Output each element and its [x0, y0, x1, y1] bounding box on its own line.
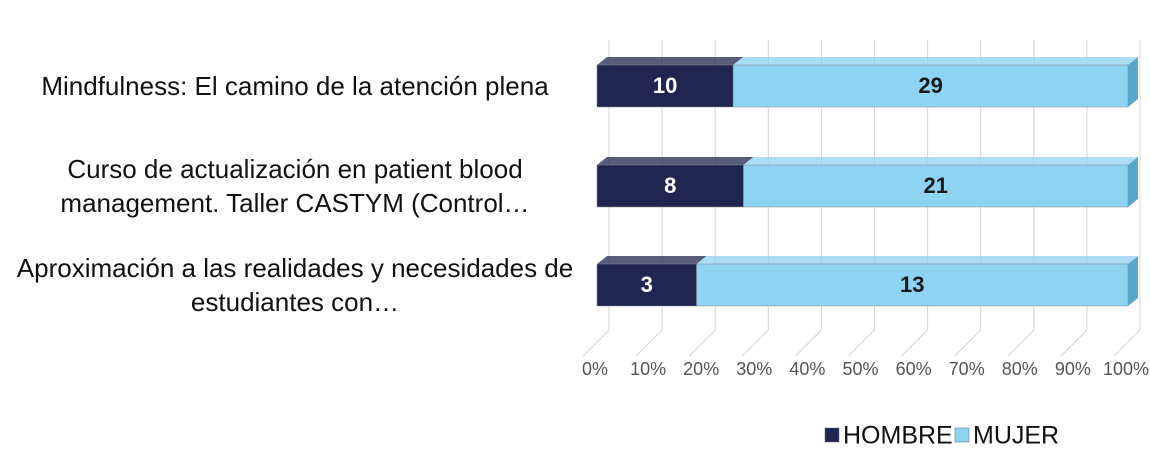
- bar-top: [597, 157, 754, 165]
- bar: [743, 164, 1129, 208]
- bar-side: [1128, 57, 1138, 107]
- data-label: 29: [918, 73, 942, 98]
- grid-line: [901, 40, 929, 357]
- x-tick-label: 0%: [582, 359, 608, 379]
- x-tick-label: 80%: [1002, 359, 1038, 379]
- data-label: 8: [664, 173, 676, 198]
- grid-line: [848, 40, 875, 357]
- bar-top: [597, 256, 707, 264]
- data-label: 21: [923, 173, 947, 198]
- category-label: Curso de actualización en patient blood …: [60, 154, 530, 218]
- data-label: 3: [641, 272, 653, 297]
- bar-top: [743, 157, 1138, 165]
- bar: [596, 263, 697, 307]
- grid-line: [741, 40, 769, 357]
- bar-side: [1128, 256, 1138, 306]
- legend-swatch: [824, 427, 840, 443]
- x-tick-label: 30%: [736, 359, 772, 379]
- bar: [696, 263, 1129, 307]
- x-tick-label: 50%: [842, 359, 878, 379]
- grid-line: [582, 40, 610, 357]
- grid-line: [688, 40, 716, 357]
- data-label: 13: [900, 272, 924, 297]
- legend-swatch: [954, 427, 970, 443]
- data-label: 10: [653, 73, 677, 98]
- x-tick-label: 60%: [896, 359, 932, 379]
- bar-top: [733, 57, 1138, 65]
- grid-line: [635, 40, 663, 357]
- legend-label: MUJER: [973, 422, 1059, 450]
- bar: [596, 64, 734, 108]
- bar-top: [696, 256, 1138, 264]
- bar: [732, 64, 1129, 108]
- category-label: Aproximación a las realidades y necesida…: [16, 253, 574, 317]
- legend-label: HOMBRE: [843, 422, 953, 450]
- bar: [596, 164, 744, 208]
- grid-line: [795, 40, 822, 357]
- bar-side: [1128, 157, 1138, 207]
- x-tick-label: 20%: [683, 359, 719, 379]
- x-tick-label: 90%: [1055, 359, 1091, 379]
- category-label: Mindfulness: El camino de la atención pl…: [41, 71, 549, 101]
- x-tick-label: 10%: [630, 359, 666, 379]
- grid-line: [954, 40, 982, 357]
- grid-line: [1060, 40, 1088, 357]
- grid-line: [1113, 40, 1141, 357]
- x-tick-label: 100%: [1103, 359, 1149, 379]
- bar-top: [597, 57, 744, 65]
- x-tick-label: 70%: [949, 359, 985, 379]
- x-tick-label: 40%: [789, 359, 825, 379]
- grid-line: [1007, 40, 1035, 357]
